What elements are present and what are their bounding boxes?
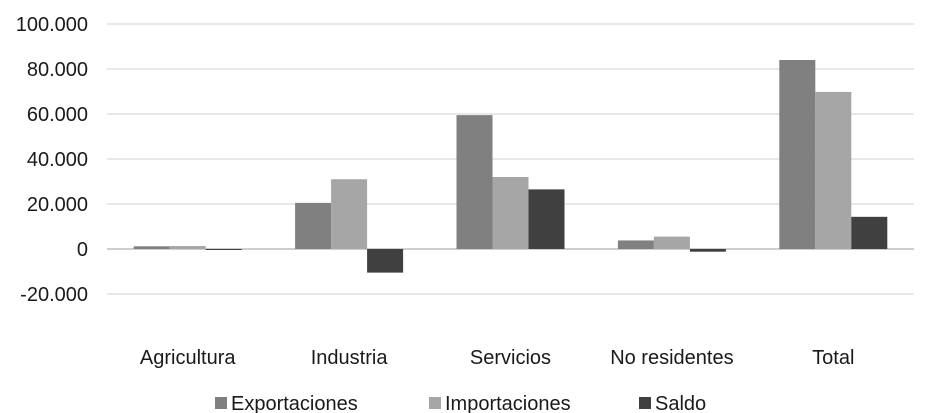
bar-saldo-3 — [689, 249, 726, 252]
y-tick-label: 20.000 — [27, 194, 88, 216]
bar-saldo-0 — [205, 249, 242, 250]
legend-label: Exportaciones — [231, 393, 358, 413]
y-tick-label: 0 — [77, 239, 88, 261]
y-tick-label: 80.000 — [27, 59, 88, 81]
legend-swatch — [429, 397, 441, 409]
y-tick-label: -20.000 — [20, 284, 88, 306]
y-tick-label: 100.000 — [16, 14, 88, 36]
x-category-label: Total — [812, 347, 854, 369]
bar-exportaciones-4 — [779, 60, 816, 249]
bar-importaciones-2 — [492, 177, 529, 249]
legend-swatch — [639, 397, 651, 409]
legend-label: Saldo — [655, 393, 706, 413]
bar-exportaciones-3 — [617, 240, 654, 249]
legend-label: Importaciones — [445, 393, 571, 413]
legend-swatch — [215, 397, 227, 409]
bar-exportaciones-1 — [295, 202, 332, 249]
bar-importaciones-4 — [815, 91, 852, 249]
y-axis-ticks: 100.000 80.000 60.000 40.000 20.000 0 -20.000 — [16, 14, 88, 306]
x-category-label: Industria — [311, 347, 389, 369]
x-category-label: No residentes — [610, 347, 733, 369]
y-tick-label: 60.000 — [27, 104, 88, 126]
bar-exportaciones-2 — [456, 115, 493, 249]
bar-importaciones-0 — [169, 246, 206, 249]
bar-saldo-2 — [528, 189, 565, 249]
legend-item: Saldo — [639, 393, 706, 413]
legend: Exportaciones Importaciones Saldo — [215, 393, 706, 413]
legend-item: Importaciones — [429, 393, 571, 413]
x-category-label: Agricultura — [140, 347, 236, 369]
bars — [133, 60, 888, 273]
bar-saldo-4 — [851, 216, 888, 249]
y-tick-label: 40.000 — [27, 149, 88, 171]
bar-exportaciones-0 — [133, 246, 170, 249]
x-category-label: Servicios — [470, 347, 551, 369]
bar-importaciones-1 — [331, 179, 368, 249]
legend-item: Exportaciones — [215, 393, 358, 413]
bar-saldo-1 — [367, 249, 404, 273]
bar-importaciones-3 — [653, 236, 690, 249]
x-axis-categories: Agricultura Industria Servicios No resident… — [140, 347, 855, 369]
